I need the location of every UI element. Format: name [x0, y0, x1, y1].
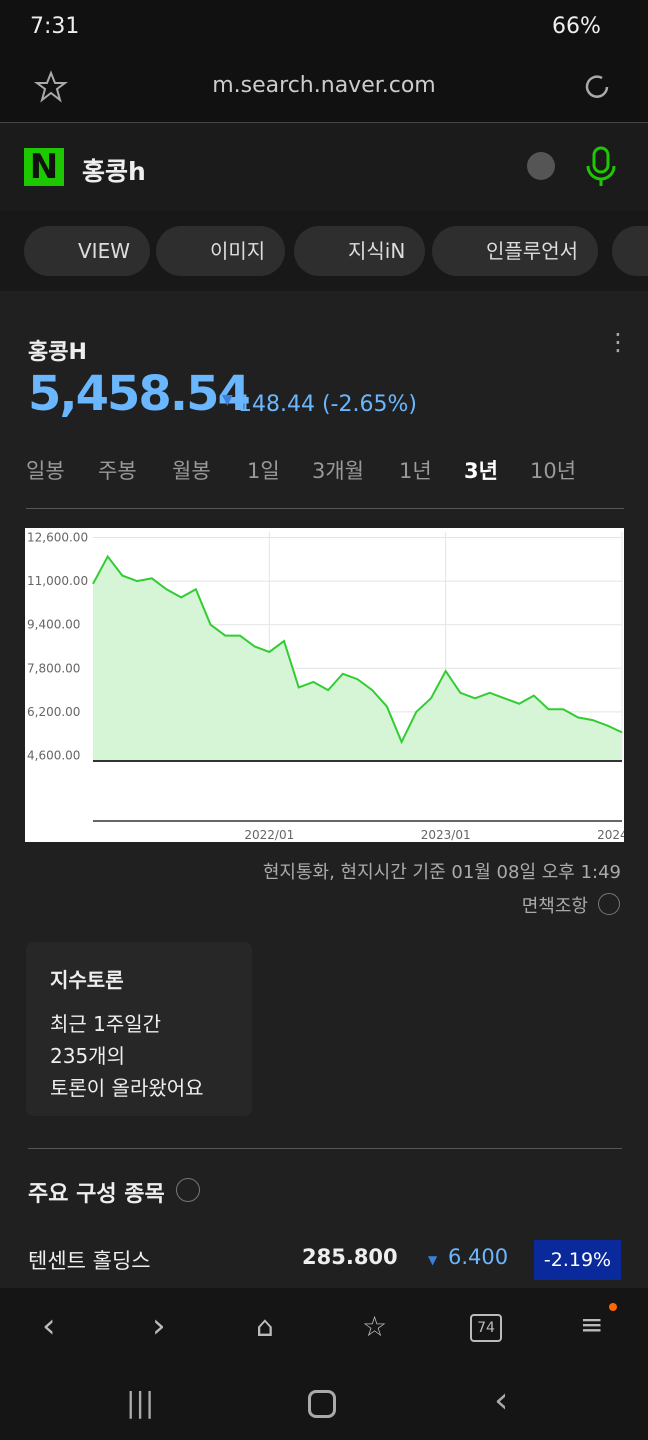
- down-arrow: ▼: [428, 1253, 438, 1267]
- y-tick-label: 4,600.00: [27, 749, 80, 763]
- period-tab[interactable]: 10년: [530, 459, 577, 483]
- constituent-name[interactable]: 텐센트 홀딩스: [28, 1249, 151, 1273]
- url[interactable]: m.search.naver.com: [212, 73, 436, 98]
- info-icon[interactable]: [598, 893, 620, 915]
- clear-button[interactable]: [527, 152, 555, 180]
- period-tab[interactable]: 3년: [464, 459, 498, 483]
- naver-logo: N: [24, 148, 64, 186]
- divider: [28, 1148, 622, 1149]
- tab-more[interactable]: [612, 226, 648, 276]
- y-tick-label: 12,600.00: [27, 530, 88, 544]
- stock-change: 148.44 (-2.65%): [238, 392, 417, 417]
- home-key[interactable]: [308, 1390, 336, 1418]
- battery: 66%: [552, 14, 601, 39]
- discussion-line: 최근 1주일간: [50, 1012, 162, 1036]
- badge: [609, 1303, 617, 1311]
- mic-icon[interactable]: [584, 146, 618, 188]
- forward-button[interactable]: ›: [152, 1306, 166, 1346]
- line: [92, 554, 623, 745]
- y-tick-label: 11,000.00: [27, 574, 88, 588]
- discussion-line: 토론이 올라왔어요: [50, 1076, 204, 1100]
- section-title: 주요 구성 종목: [28, 1182, 165, 1207]
- constituent-price: 285.800: [302, 1245, 398, 1269]
- tab-kin[interactable]: 지식iN: [294, 226, 426, 276]
- constituent-percent: -2.19%: [534, 1240, 621, 1280]
- period-tab[interactable]: 1일: [247, 459, 280, 483]
- chart-note: 현지통화, 현지시간 기준 01월 08일 오후 1:49: [262, 862, 621, 883]
- reload-icon[interactable]: [580, 70, 614, 104]
- x-tick-label: 2024/01: [597, 828, 624, 842]
- constituent-change: 6.400: [448, 1245, 509, 1269]
- tab-influencer[interactable]: 인플루언서: [432, 226, 598, 276]
- bottom-nav: [0, 1288, 648, 1440]
- menu-button[interactable]: ≡: [580, 1308, 604, 1341]
- search-query[interactable]: 홍콩h: [82, 157, 146, 186]
- period-tab[interactable]: 월봉: [172, 459, 211, 483]
- chart: 4,600.00 6,200.00 7,800.00 9,400.00 11,000.0…: [25, 528, 624, 842]
- discussion-title: 지수토론: [50, 968, 124, 992]
- discussion-line: 235개의: [50, 1044, 125, 1068]
- top-bar: [0, 0, 648, 122]
- y-tick-label: 7,800.00: [27, 661, 80, 675]
- stock-price: 5,458.54: [28, 366, 251, 422]
- tabs-button[interactable]: 74: [470, 1314, 502, 1342]
- info-icon[interactable]: [176, 1178, 200, 1202]
- x-tick-label: 2023/01: [421, 828, 471, 842]
- down-arrow: ▼: [222, 392, 233, 408]
- disclaimer[interactable]: 면책조항: [521, 896, 588, 917]
- more-menu[interactable]: ⋮: [606, 328, 630, 356]
- y-tick-label: 6,200.00: [27, 705, 80, 719]
- area: [93, 556, 622, 761]
- period-tab[interactable]: 주봉: [98, 459, 137, 483]
- back-button[interactable]: ‹: [42, 1306, 56, 1346]
- bookmark-button[interactable]: ☆: [362, 1310, 388, 1343]
- period-tab[interactable]: 일봉: [26, 459, 65, 483]
- divider: [26, 508, 624, 509]
- stock-name: 홍콩H: [28, 340, 87, 365]
- y-tick-label: 9,400.00: [27, 618, 80, 632]
- period-tab[interactable]: 3개월: [312, 459, 365, 483]
- status-time: 7:31: [30, 14, 80, 39]
- x-tick-label: 2022/01: [244, 828, 294, 842]
- period-tab[interactable]: 1년: [399, 459, 432, 483]
- back-key[interactable]: ‹: [494, 1380, 509, 1421]
- tab-image[interactable]: 이미지: [156, 226, 286, 276]
- home-button[interactable]: ⌂: [256, 1310, 274, 1343]
- star-icon[interactable]: [34, 70, 68, 104]
- discussion-card[interactable]: [26, 942, 252, 1116]
- tab-view[interactable]: VIEW: [24, 226, 150, 276]
- recent-apps[interactable]: |||: [126, 1386, 155, 1419]
